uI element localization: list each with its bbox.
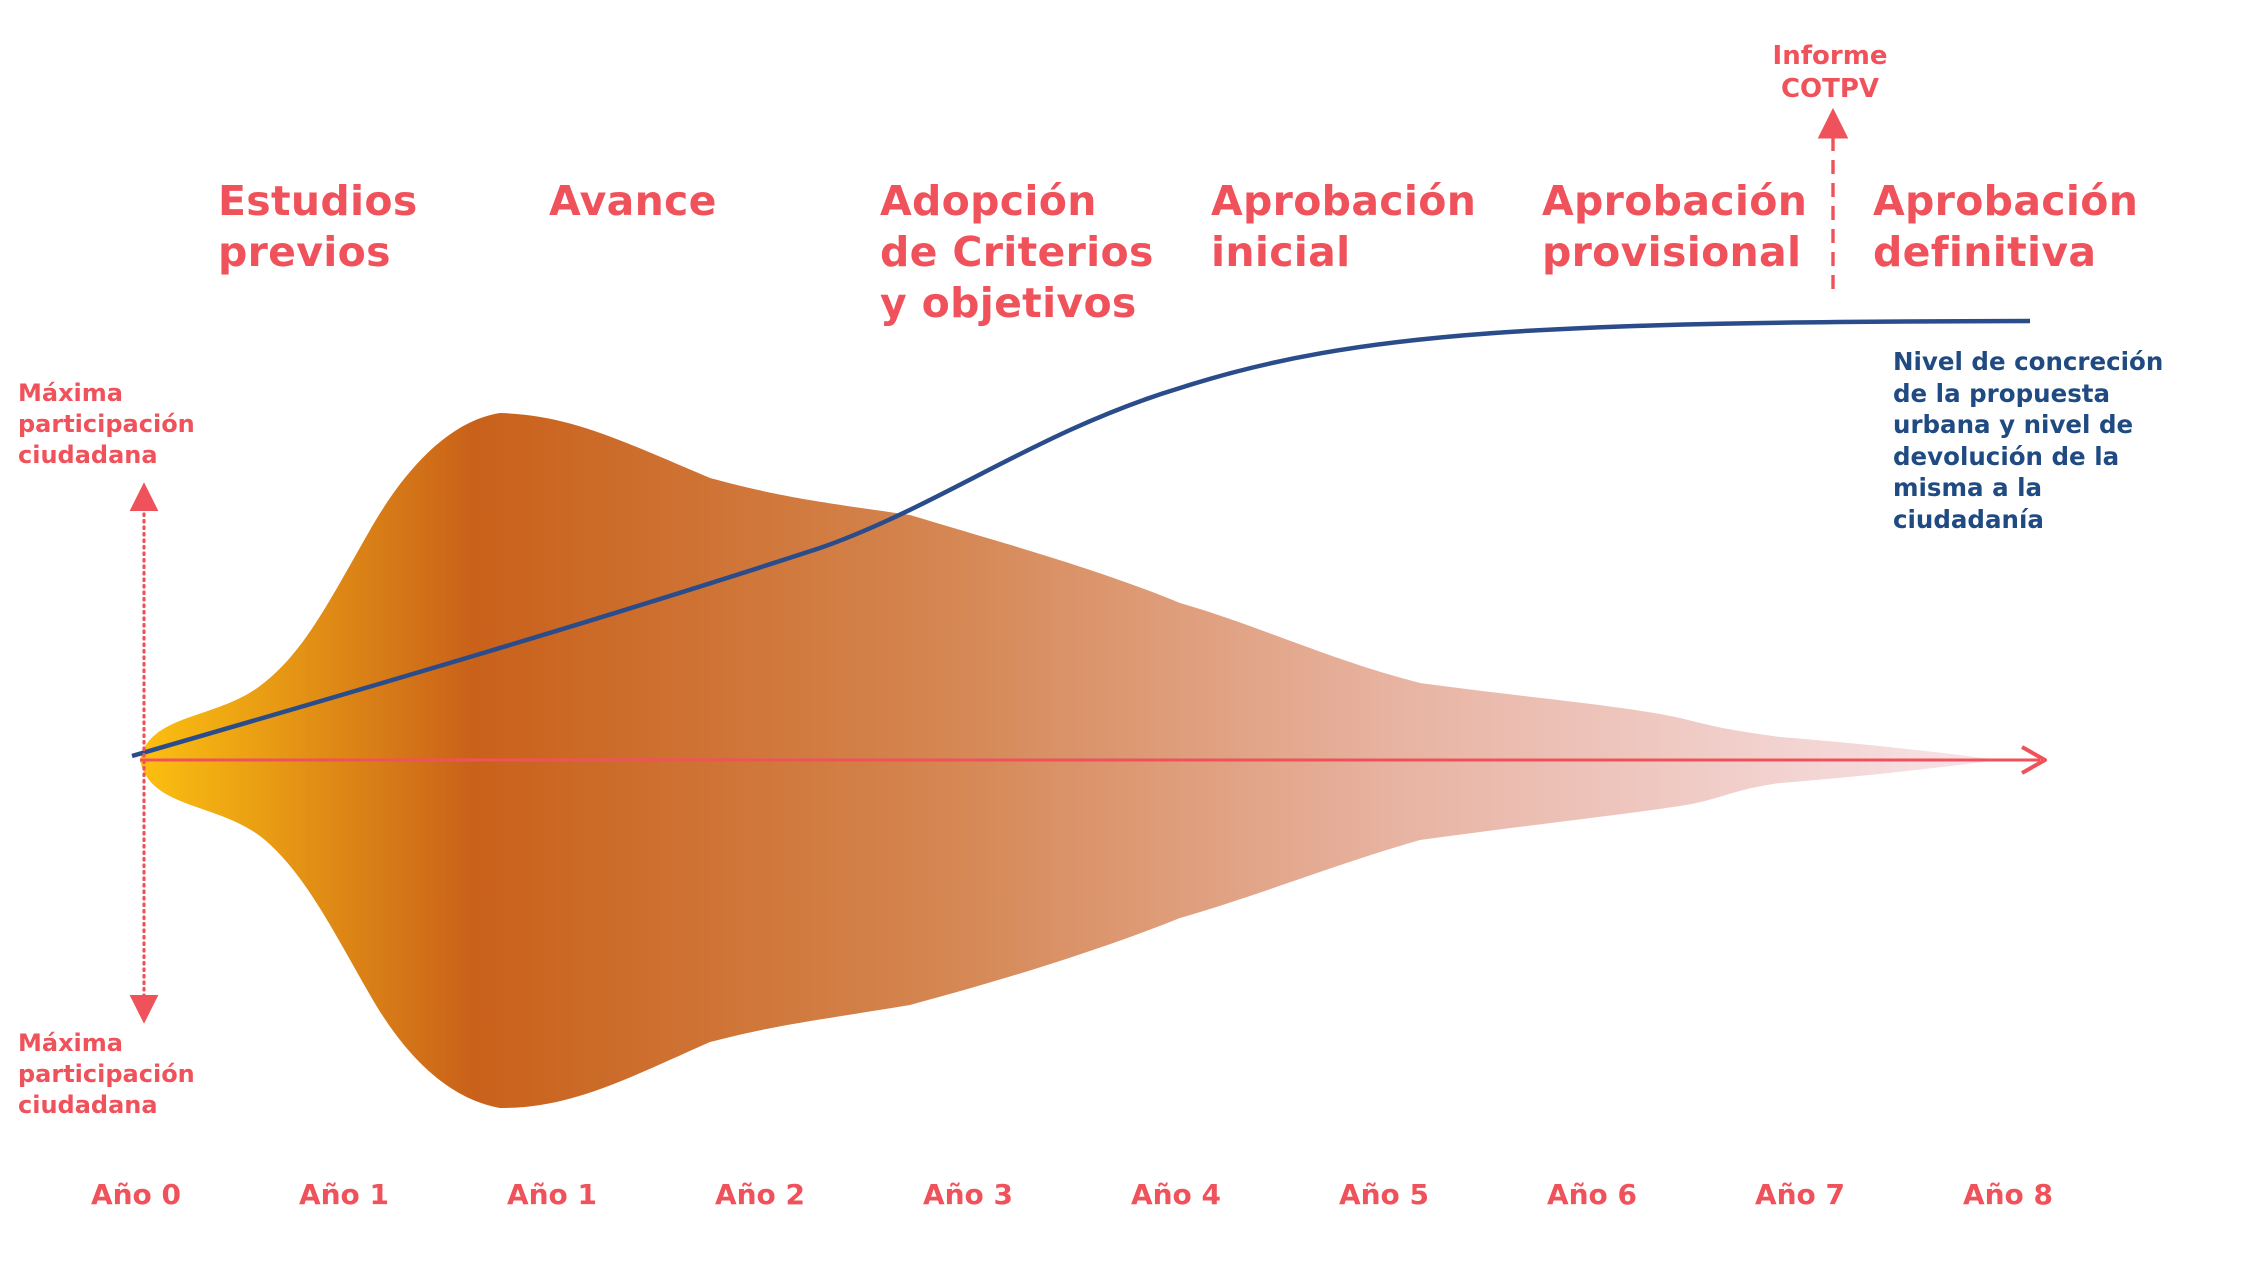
max-participation-top-label: Máxima participación ciudadana xyxy=(18,379,195,469)
phase-aprobacion-definitiva: Aprobación definitiva xyxy=(1873,177,2139,276)
phase-aprobacion-provisional: Aprobación provisional xyxy=(1542,177,1808,276)
year-label-8: Año 7 xyxy=(1754,1178,1846,1211)
year-label-5: Año 4 xyxy=(1130,1178,1222,1211)
phase-aprobacion-inicial: Aprobación inicial xyxy=(1211,177,1477,276)
year-label-7: Año 6 xyxy=(1546,1178,1638,1211)
concretion-curve xyxy=(131,318,2031,759)
timeline-arrowhead xyxy=(2021,745,2047,775)
year-label-9: Año 8 xyxy=(1962,1178,2054,1211)
max-participation-bottom-label: Máxima participación ciudadana xyxy=(18,1029,195,1119)
phase-estudios-previos: Estudios previos xyxy=(218,177,418,276)
year-label-6: Año 5 xyxy=(1338,1178,1430,1211)
year-label-3: Año 2 xyxy=(714,1178,806,1211)
informe-cotpv-label: Informe COTPV xyxy=(1772,41,1888,104)
year-label-1: Año 1 xyxy=(298,1178,390,1211)
year-label-4: Año 3 xyxy=(922,1178,1014,1211)
year-label-0: Año 0 xyxy=(90,1178,182,1211)
concrecion-label: Nivel de concreción de la propuesta urba… xyxy=(1893,347,2164,534)
year-label-2: Año 1 xyxy=(506,1178,598,1211)
phase-adopcion-criterios: Adopción de Criterios y objetivos xyxy=(880,177,1154,327)
phase-avance: Avance xyxy=(549,177,717,225)
